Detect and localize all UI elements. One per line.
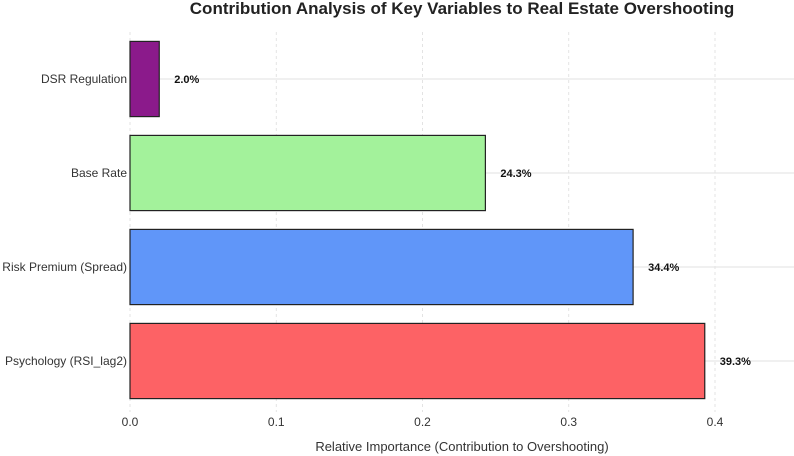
data-label: 34.4%	[648, 262, 679, 274]
bar-psychology-rsi-lag2	[129, 322, 706, 400]
x-tick-label: 0.3	[560, 415, 577, 429]
bar-dsr-regulation	[129, 40, 160, 118]
y-tick-label: Base Rate	[71, 166, 127, 180]
y-tick-label: Psychology (RSI_lag2)	[5, 354, 127, 368]
x-axis-ticks: 0.0 0.1 0.2 0.3 0.4	[122, 415, 724, 429]
bars	[129, 40, 706, 400]
x-tick-label: 0.4	[707, 415, 724, 429]
data-labels: 2.0% 24.3% 34.4% 39.3%	[174, 74, 751, 368]
bar-risk-premium-spread	[129, 228, 634, 306]
bar-base-rate	[129, 134, 486, 212]
data-label: 2.0%	[174, 74, 199, 86]
x-tick-label: 0.1	[268, 415, 285, 429]
x-tick-label: 0.2	[414, 415, 431, 429]
data-label: 24.3%	[500, 168, 531, 180]
y-axis-ticks: DSR Regulation Base Rate Risk Premium (Spr…	[2, 72, 127, 368]
x-tick-label: 0.0	[122, 415, 139, 429]
y-tick-label: DSR Regulation	[41, 72, 127, 86]
y-tick-label: Risk Premium (Spread)	[2, 260, 127, 274]
x-axis-label: Relative Importance (Contribution to Ove…	[315, 439, 608, 454]
data-label: 39.3%	[720, 356, 751, 368]
chart-title: Contribution Analysis of Key Variables t…	[190, 0, 734, 18]
